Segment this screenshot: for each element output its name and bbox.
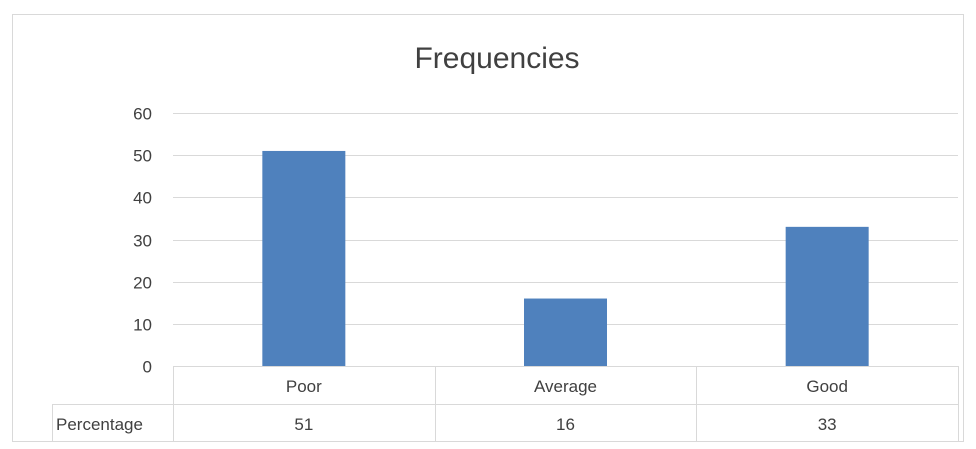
y-tick-label: 0 [143, 358, 152, 377]
bars [262, 150, 869, 366]
bar [262, 150, 346, 366]
y-tick-label: 50 [133, 147, 152, 166]
y-tick-label: 60 [133, 105, 152, 124]
series-name-label: Percentage [56, 415, 143, 434]
data-value-label: 16 [556, 415, 575, 434]
y-tick-label: 30 [133, 232, 152, 251]
bar [524, 298, 607, 366]
data-value-label: 51 [294, 415, 313, 434]
category-label: Average [534, 377, 597, 396]
y-tick-label: 40 [133, 189, 152, 208]
y-tick-label: 20 [133, 274, 152, 293]
category-label: Poor [286, 377, 322, 396]
category-label: Good [806, 377, 848, 396]
chart-title: Frequencies [414, 42, 579, 75]
data-table: Poor Average Good Percentage 51 16 33 [52, 366, 959, 442]
bar [785, 226, 869, 366]
data-value-label: 33 [818, 415, 837, 434]
y-tick-label: 10 [133, 316, 152, 335]
y-axis-tick-labels: 0 10 20 30 40 50 60 [133, 105, 152, 377]
